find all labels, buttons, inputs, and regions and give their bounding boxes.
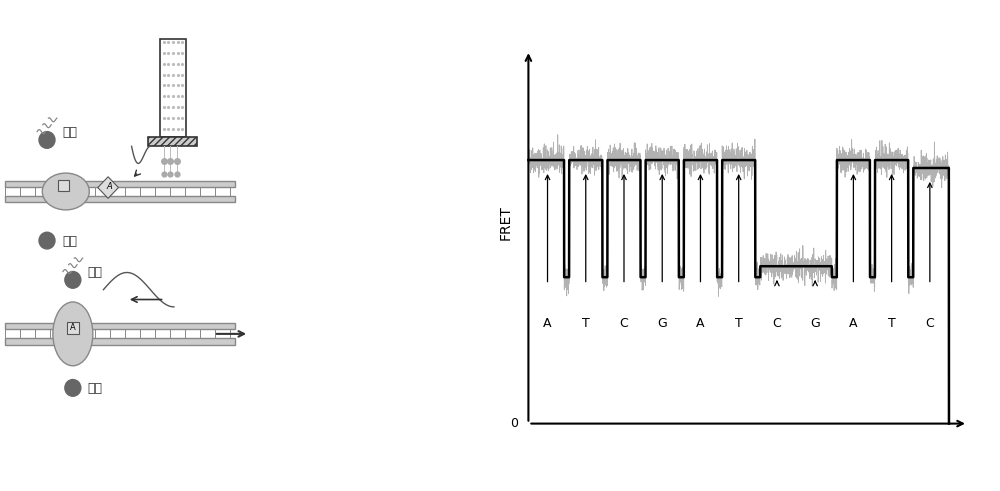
Bar <box>5 181 235 187</box>
Text: A: A <box>106 182 112 191</box>
Text: 受体: 受体 <box>87 266 102 279</box>
Text: 受体: 受体 <box>62 126 77 139</box>
Circle shape <box>65 272 81 288</box>
Polygon shape <box>98 177 118 198</box>
Bar <box>160 39 186 137</box>
Text: A: A <box>70 324 76 332</box>
Circle shape <box>39 132 55 148</box>
Bar <box>148 137 197 146</box>
Bar <box>5 196 235 202</box>
Text: C: C <box>620 318 628 330</box>
Ellipse shape <box>53 302 93 366</box>
Text: A: A <box>543 318 552 330</box>
Bar <box>67 322 79 334</box>
Ellipse shape <box>42 173 89 210</box>
Bar <box>5 323 235 329</box>
Text: 0: 0 <box>510 417 518 430</box>
Text: C: C <box>925 318 934 330</box>
Text: G: G <box>657 318 667 330</box>
Text: T: T <box>888 318 895 330</box>
Text: 供体: 供体 <box>62 235 77 247</box>
Text: G: G <box>810 318 820 330</box>
Text: T: T <box>582 318 590 330</box>
Text: T: T <box>735 318 743 330</box>
Bar <box>5 338 235 345</box>
Circle shape <box>65 380 81 396</box>
Text: FRET: FRET <box>498 205 512 240</box>
Text: A: A <box>696 318 705 330</box>
Circle shape <box>39 232 55 249</box>
Text: C: C <box>773 318 781 330</box>
Text: A: A <box>849 318 858 330</box>
Bar <box>58 180 69 191</box>
Text: 供体: 供体 <box>87 382 102 395</box>
